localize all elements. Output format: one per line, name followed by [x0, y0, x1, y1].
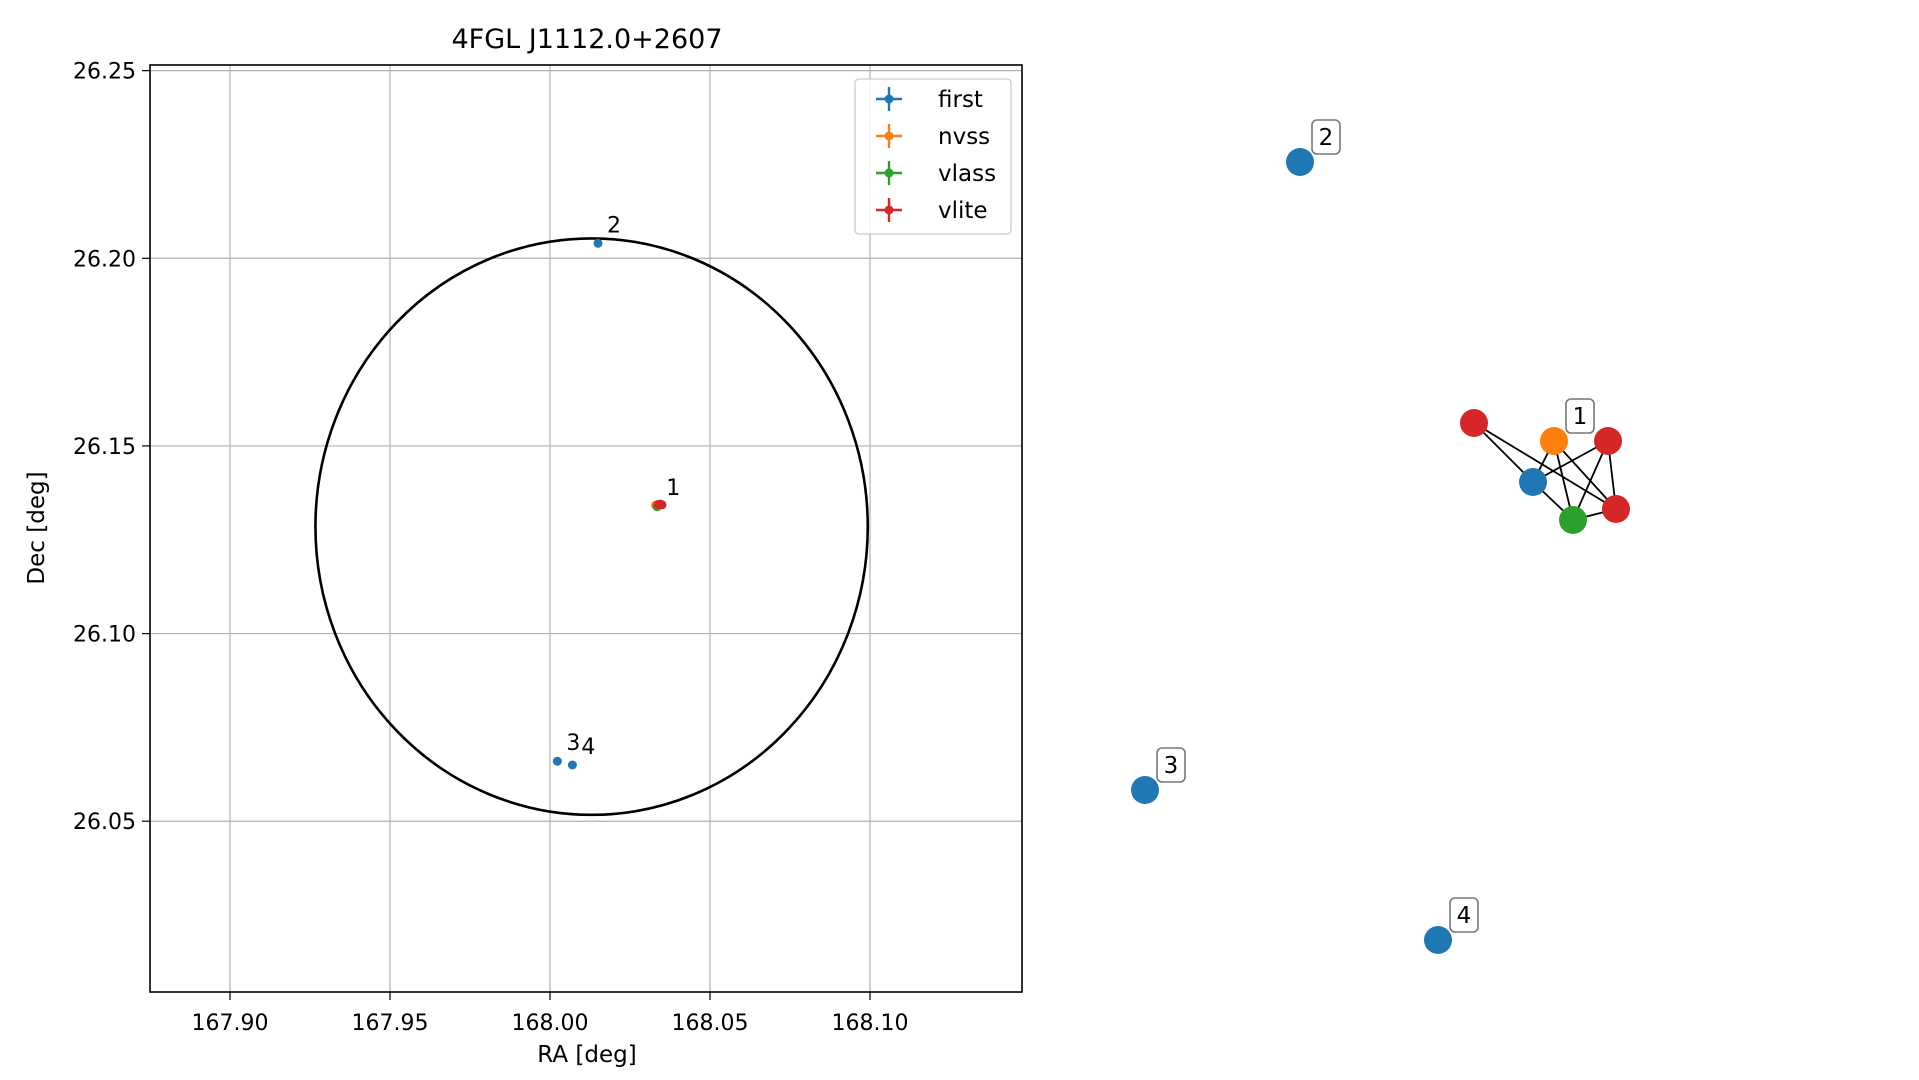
legend-entry-nvss: nvss	[876, 124, 990, 150]
network-edge	[1572, 440, 1609, 521]
chart-title: 4FGL J1112.0+2607	[451, 24, 722, 55]
point-annotations: 1 2 3 4	[566, 213, 680, 760]
y-axis-ticks: 26.05 26.10 26.15 26.20 26.25	[73, 60, 150, 835]
legend-entry-vlite: vlite	[876, 198, 988, 224]
error-ellipse-layer	[314, 237, 870, 817]
legend-marker-dot	[884, 168, 894, 178]
legend-label-vlite: vlite	[938, 198, 988, 224]
network-node-first	[1286, 148, 1314, 176]
network-label: 2	[1319, 125, 1334, 151]
point-label: 1	[666, 476, 680, 501]
network-label-box	[1311, 119, 1341, 155]
data-point-vlite	[657, 500, 667, 510]
network-edge	[1473, 422, 1617, 510]
legend-label-nvss: nvss	[938, 124, 990, 150]
legend-marker-dot	[884, 94, 894, 104]
y-tick-label: 26.25	[73, 60, 136, 85]
x-tick-label: 168.00	[512, 1011, 589, 1036]
sky-plot: 4FGL J1112.0+2607 1 2 3 4 167.90 167.95 168.0…	[24, 24, 1023, 1068]
network-node-first	[1519, 468, 1547, 496]
plot-frame	[149, 64, 1023, 993]
network-label: 1	[1573, 404, 1588, 430]
point-label: 4	[581, 735, 595, 760]
legend-box	[854, 78, 1012, 235]
network-label: 3	[1164, 753, 1179, 779]
x-tick-label: 168.10	[832, 1011, 909, 1036]
x-axis-ticks: 167.90 167.95 168.00 168.05 168.10	[192, 992, 909, 1036]
network-node-vlite	[1594, 427, 1622, 455]
network-node-nvss	[1540, 427, 1568, 455]
error-ellipse	[314, 237, 870, 817]
network-node-vlass	[1559, 506, 1587, 534]
legend-label-first: first	[938, 87, 983, 113]
network-edge	[1532, 440, 1609, 483]
network-node-vlite	[1460, 409, 1488, 437]
network-labels: 1 2 3 4	[1156, 119, 1595, 933]
legend-marker-dot	[884, 205, 894, 215]
legend-marker-dot	[884, 131, 894, 141]
point-label: 3	[566, 731, 580, 756]
data-points	[552, 238, 667, 770]
data-point-first	[552, 756, 562, 766]
data-point-first	[593, 238, 603, 248]
x-tick-label: 167.95	[352, 1011, 429, 1036]
legend-label-vlass: vlass	[938, 161, 996, 187]
y-tick-label: 26.20	[73, 247, 136, 272]
y-tick-label: 26.15	[73, 435, 136, 460]
y-tick-label: 26.05	[73, 810, 136, 835]
network-label-box	[1449, 897, 1479, 933]
y-axis-label: Dec [deg]	[24, 471, 50, 584]
legend: first nvss vlass vlite	[854, 78, 1012, 235]
network-nodes	[1131, 148, 1630, 954]
y-tick-label: 26.10	[73, 623, 136, 648]
network-node-first	[1424, 926, 1452, 954]
data-point-first	[567, 760, 577, 770]
network-edge	[1553, 440, 1617, 510]
network-label-box	[1156, 747, 1186, 783]
x-tick-label: 168.05	[672, 1011, 749, 1036]
network-label-box	[1565, 398, 1595, 434]
legend-entry-first: first	[876, 87, 983, 113]
legend-entry-vlass: vlass	[876, 161, 996, 187]
match-network-graph: 1 2 3 4	[1131, 119, 1630, 954]
network-node-vlite	[1602, 495, 1630, 523]
network-label: 4	[1457, 903, 1472, 929]
x-tick-label: 167.90	[192, 1011, 269, 1036]
network-node-first	[1131, 776, 1159, 804]
x-axis-label: RA [deg]	[537, 1042, 636, 1068]
point-label: 2	[607, 213, 621, 238]
